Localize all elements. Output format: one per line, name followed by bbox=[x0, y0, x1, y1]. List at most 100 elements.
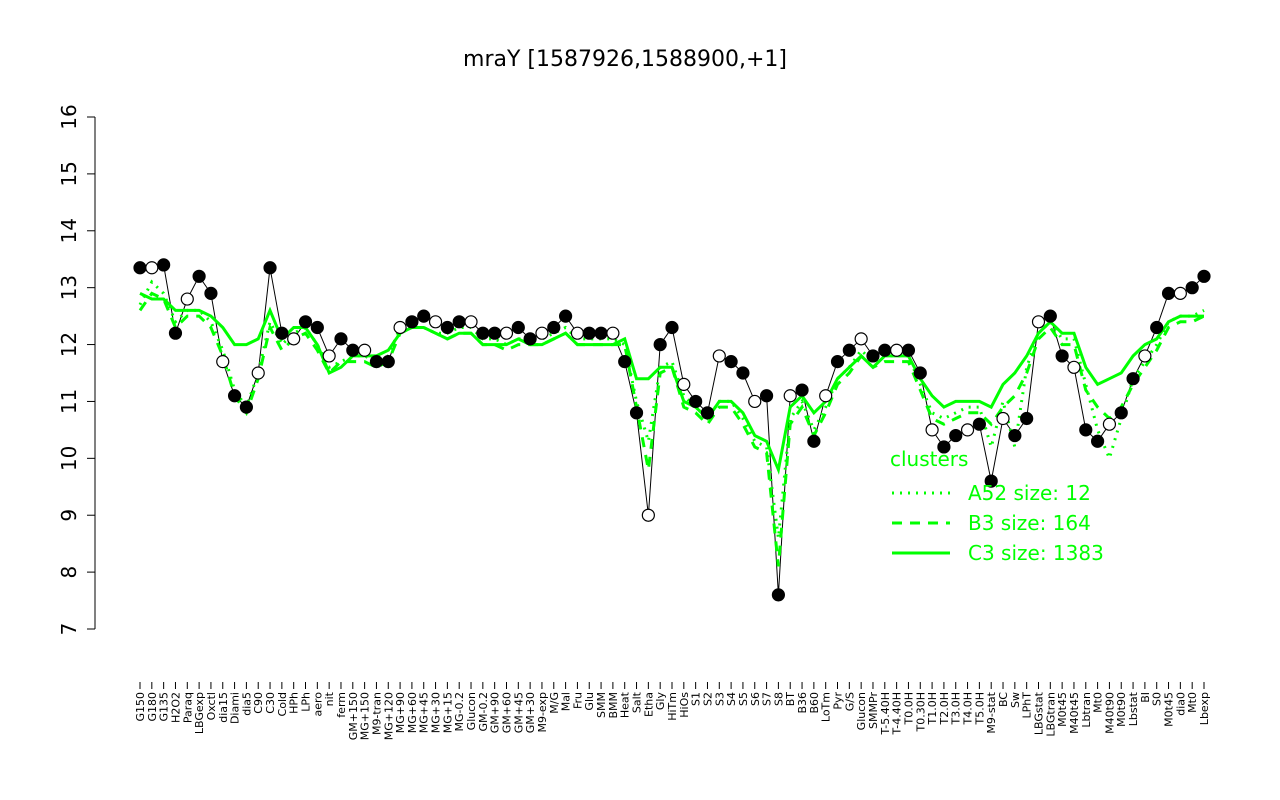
x-tick-label: M40t90 bbox=[1103, 692, 1116, 734]
x-tick-label: G150 bbox=[134, 692, 147, 722]
x-tick-label: Pyr bbox=[832, 692, 845, 710]
cluster-b3-line bbox=[138, 291, 1205, 567]
x-tick-label: MG+30 bbox=[430, 692, 443, 733]
data-point bbox=[641, 508, 655, 522]
data-point bbox=[511, 320, 525, 335]
x-tick-label: GM+30 bbox=[524, 692, 537, 733]
data-point bbox=[381, 355, 395, 369]
data-point bbox=[819, 389, 833, 403]
data-point bbox=[771, 588, 786, 602]
x-tick-label: T-5.40H bbox=[879, 692, 892, 735]
legend-label: C3 size: 1383 bbox=[968, 541, 1104, 565]
x-tick-label: SMM bbox=[595, 692, 608, 718]
data-point bbox=[440, 320, 454, 335]
x-tick-label: Gly bbox=[654, 692, 667, 711]
data-point bbox=[133, 261, 147, 275]
x-tick-label: Lbtran bbox=[1080, 692, 1093, 728]
y-axis: 7 8 9 10 11 12 13 14 15 16 bbox=[57, 104, 96, 635]
x-tick-label: BMM bbox=[607, 692, 620, 719]
data-point bbox=[878, 343, 892, 357]
data-point bbox=[783, 389, 797, 403]
x-tick-label: Mal bbox=[560, 692, 573, 711]
x-tick-label: M40t45 bbox=[1068, 692, 1081, 734]
x-tick-label: ferm bbox=[335, 692, 348, 718]
x-tick-label: GM+150 bbox=[347, 692, 360, 740]
data-point bbox=[866, 349, 880, 363]
x-tick-label: T0.0H bbox=[902, 692, 915, 725]
data-point bbox=[145, 261, 159, 275]
legend-title: clusters bbox=[890, 447, 968, 471]
data-point bbox=[499, 326, 514, 340]
data-point bbox=[1079, 423, 1093, 437]
x-tick-label: Sw bbox=[1009, 692, 1022, 708]
data-point bbox=[949, 428, 963, 443]
data-point bbox=[322, 349, 336, 363]
x-tick-label: LPhT bbox=[1021, 692, 1034, 719]
data-point bbox=[736, 366, 750, 380]
data-point bbox=[653, 337, 667, 352]
data-point bbox=[890, 343, 904, 357]
x-tick-label: GM+45 bbox=[512, 692, 525, 733]
data-point bbox=[393, 320, 407, 335]
x-tick-label: Mt0 bbox=[1186, 692, 1199, 713]
data-point bbox=[925, 423, 939, 437]
data-point bbox=[1138, 349, 1152, 363]
x-tick-label: G135 bbox=[158, 692, 171, 722]
data-point bbox=[1055, 349, 1069, 363]
data-point bbox=[405, 315, 419, 329]
data-point bbox=[263, 261, 277, 275]
data-point bbox=[1043, 309, 1057, 323]
x-tick-label: S1 bbox=[690, 692, 703, 706]
legend-label: A52 size: 12 bbox=[968, 481, 1091, 505]
x-tick-label: M9-stat bbox=[985, 691, 998, 733]
y-tick-label: 16 bbox=[57, 104, 81, 129]
data-point bbox=[972, 417, 986, 431]
data-point bbox=[464, 315, 478, 329]
data-point bbox=[369, 355, 384, 369]
x-tick-label: BC bbox=[997, 692, 1010, 707]
data-point bbox=[1114, 406, 1128, 420]
x-tick-label: BT bbox=[784, 692, 797, 707]
x-tick-label: HiOs bbox=[678, 692, 691, 718]
x-tick-label: dia15 bbox=[217, 692, 230, 723]
y-tick-label: 11 bbox=[57, 389, 81, 414]
points-layer bbox=[133, 258, 1211, 602]
y-tick-label: 8 bbox=[57, 566, 81, 579]
x-tick-label: Oxctl bbox=[205, 692, 218, 720]
x-tick-label: T1.0H bbox=[926, 692, 939, 725]
x-tick-label: LBGstat bbox=[1032, 691, 1045, 735]
x-tick-label: Glu bbox=[583, 692, 596, 711]
x-tick-label: Glucon bbox=[855, 692, 868, 730]
x-tick-label: LPh bbox=[300, 692, 313, 712]
data-point bbox=[192, 269, 206, 283]
y-tick-label: 14 bbox=[57, 218, 81, 243]
x-tick-label: Lbexp bbox=[1198, 692, 1211, 725]
x-tick-label: aero bbox=[311, 692, 324, 717]
x-tick-label: Lbstat bbox=[1127, 691, 1140, 726]
legend-label: B3 size: 164 bbox=[968, 511, 1091, 535]
x-tick-label: T0.30H bbox=[914, 692, 927, 732]
x-tick-label: GM-0.2 bbox=[477, 692, 490, 731]
data-point bbox=[842, 343, 856, 357]
x-tick-label: S5 bbox=[737, 692, 750, 706]
x-tick-label: Mt0 bbox=[1092, 692, 1105, 713]
data-point bbox=[830, 355, 845, 369]
data-point bbox=[523, 332, 537, 346]
x-tick-label: HiTm bbox=[666, 692, 679, 721]
y-tick-label: 12 bbox=[57, 332, 81, 357]
x-tick-label: dia5 bbox=[240, 692, 253, 716]
x-tick-label: B60 bbox=[808, 692, 821, 714]
chart-title: mraY [1587926,1588900,+1] bbox=[463, 47, 787, 72]
x-tick-label: Salt bbox=[631, 691, 644, 713]
data-point bbox=[984, 474, 998, 488]
data-point bbox=[1126, 372, 1140, 386]
data-point bbox=[251, 366, 265, 380]
x-tick-label: MG+90 bbox=[394, 692, 407, 733]
data-point bbox=[298, 315, 313, 329]
data-point bbox=[689, 394, 703, 409]
x-tick-label: Fru bbox=[571, 692, 584, 709]
data-point bbox=[1161, 286, 1176, 300]
data-point bbox=[913, 366, 927, 380]
data-point bbox=[1090, 434, 1105, 448]
x-tick-label: LBGtran bbox=[1044, 692, 1057, 737]
